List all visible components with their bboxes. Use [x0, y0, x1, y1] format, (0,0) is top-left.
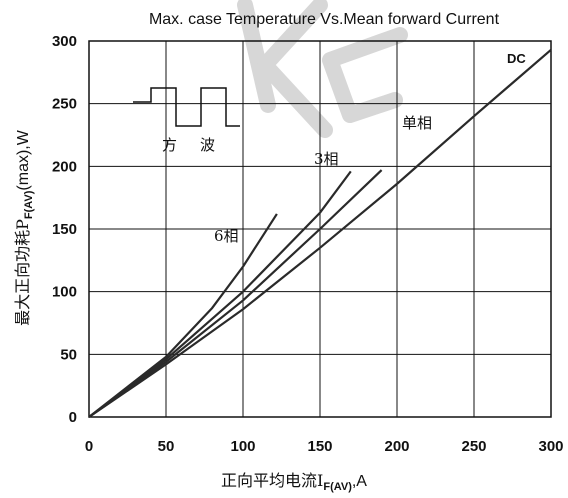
x-axis-label-tail: ,A [352, 473, 367, 490]
x-axis-label-main: 正向平均电流I [221, 471, 323, 490]
x-tick-labels: 0 50 100 150 200 250 300 [85, 438, 564, 455]
x-tick-label: 0 [85, 438, 93, 455]
x-tick-label: 100 [230, 438, 255, 455]
series-line-3-phase [88, 170, 352, 418]
x-tick-label: 50 [158, 438, 175, 455]
chart-title: Max. case Temperature Vs.Mean forward Cu… [149, 11, 500, 28]
x-tick-label: 200 [384, 438, 409, 455]
x-axis-label-sub: F(AV) [323, 481, 352, 493]
y-axis-label-main: 最大正向功耗P [13, 219, 32, 326]
inset-label-left: 方 [162, 136, 177, 154]
watermark [237, 0, 408, 138]
y-tick-label: 150 [52, 221, 77, 238]
y-tick-label: 200 [52, 158, 77, 175]
series-label-dc: DC [507, 51, 526, 66]
series-line-single-phase [88, 169, 383, 418]
y-tick-label: 100 [52, 284, 77, 301]
plot-frame [88, 40, 552, 418]
y-tick-label: 0 [69, 409, 77, 426]
series-label-6-phase: 6相 [214, 227, 239, 245]
series-label-3-phase: 3相 [314, 150, 339, 168]
series-line-6-phase [88, 213, 278, 418]
inset-label-right: 波 [200, 136, 215, 154]
series-lines [88, 48, 552, 418]
series-line-dc [88, 48, 552, 418]
square-wave-icon [133, 87, 240, 127]
x-axis-label: 正向平均电流IF(AV),A [221, 471, 367, 493]
x-tick-label: 150 [307, 438, 332, 455]
y-axis-label: 最大正向功耗PF(AV)(max),W [13, 129, 35, 326]
y-axis-label-sub: F(AV) [23, 190, 35, 219]
series-label-single-phase: 单相 [402, 114, 432, 132]
square-wave-inset: 方 波 [133, 87, 240, 154]
y-tick-label: 50 [60, 346, 77, 363]
y-tick-label: 250 [52, 96, 77, 113]
y-axis-label-tail: (max),W [15, 129, 32, 190]
y-tick-label: 300 [52, 33, 77, 50]
x-tick-label: 250 [461, 438, 486, 455]
x-tick-label: 300 [538, 438, 563, 455]
y-tick-labels: 0 50 100 150 200 250 300 [52, 33, 77, 426]
